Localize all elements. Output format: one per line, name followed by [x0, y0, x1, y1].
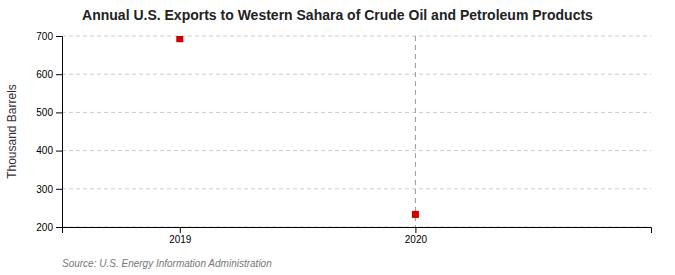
- x-tick-mark: [180, 227, 181, 233]
- plot-area: 2019 2020 200 300 400 500 600 700: [36, 31, 651, 245]
- x-tick: 2020: [405, 227, 428, 245]
- vertical-line: [415, 36, 416, 227]
- point: [412, 211, 419, 218]
- y-tick-label: 200: [36, 222, 53, 233]
- y-tick: 300: [36, 184, 62, 195]
- y-tick-label: 500: [36, 107, 53, 118]
- x-tick: 2019: [169, 227, 192, 245]
- y-tick-label: 400: [36, 145, 53, 156]
- y-tick-label: 300: [36, 184, 53, 195]
- y-tick-label: 600: [36, 69, 53, 80]
- grid-line: [62, 36, 651, 37]
- y-tick: 600: [36, 69, 62, 80]
- x-axis: 2019 2020: [63, 227, 652, 245]
- grid-line: [62, 150, 651, 151]
- grid-line: [62, 188, 651, 189]
- chart-container: 2019 2020 200 300 400 500 600 700 Annual U.S. Ex…: [0, 0, 675, 275]
- y-tick-mark: [56, 189, 62, 190]
- y-tick-mark: [56, 227, 62, 228]
- x-axis-line: [63, 228, 652, 234]
- y-tick: 500: [36, 107, 62, 118]
- marks: [176, 36, 419, 227]
- y-tick-label: 700: [36, 31, 53, 42]
- y-tick: 400: [36, 145, 62, 156]
- grid-line: [62, 112, 651, 113]
- y-tick: 200: [36, 222, 62, 233]
- y-axis-line: [56, 37, 63, 228]
- y-axis-title: Thousand Barrels: [5, 84, 19, 179]
- x-tick-label: 2019: [169, 234, 192, 245]
- annotation: Source: U.S. Energy Information Administ…: [62, 258, 272, 269]
- y-tick-mark: [56, 74, 62, 75]
- y-tick-mark: [56, 112, 62, 113]
- x-tick-label: 2020: [405, 234, 428, 245]
- y-tick: 700: [36, 31, 62, 42]
- point: [176, 36, 183, 42]
- y-grid: [62, 36, 651, 227]
- title: Annual U.S. Exports to Western Sahara of…: [82, 7, 593, 23]
- x-tick-mark: [415, 227, 416, 233]
- chart-svg: 2019 2020 200 300 400 500 600 700 Annual U.S. Ex…: [0, 0, 675, 275]
- y-tick-mark: [56, 36, 62, 37]
- y-tick-mark: [56, 151, 62, 152]
- y-axis: 200 300 400 500 600 700: [36, 31, 62, 233]
- grid-line: [62, 74, 651, 75]
